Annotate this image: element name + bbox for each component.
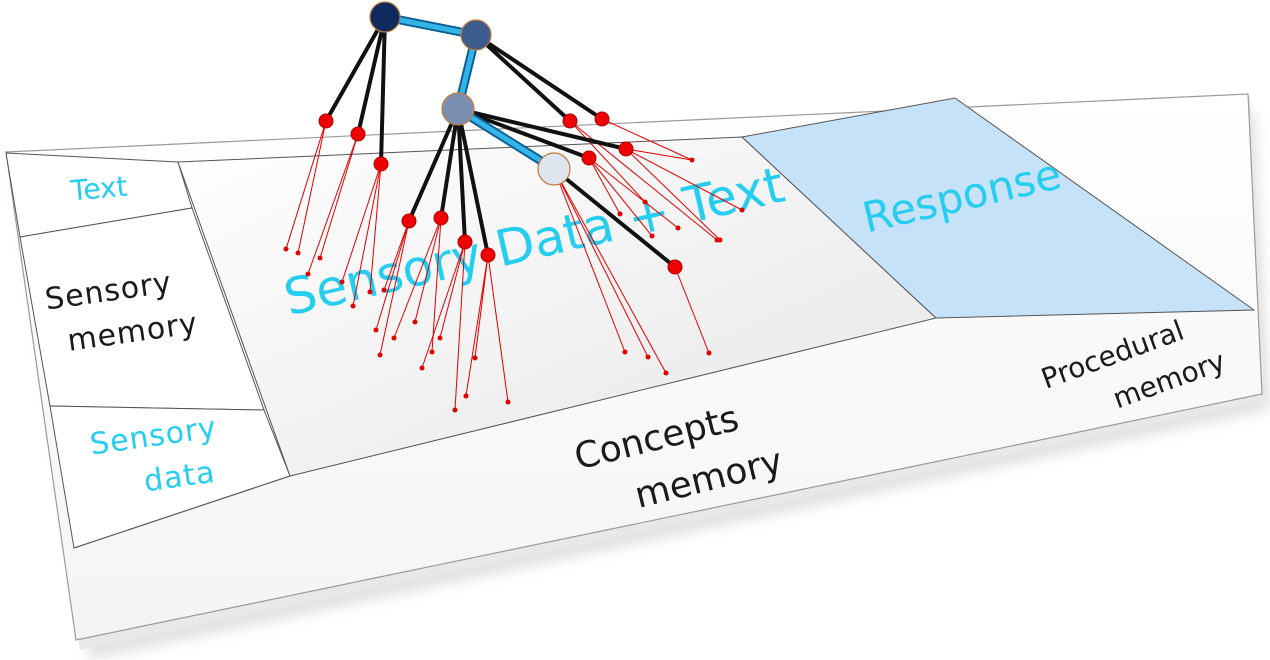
concept-node	[318, 113, 334, 129]
concept-node	[401, 213, 417, 229]
leaf-tips	[283, 157, 745, 413]
concept-node	[373, 156, 389, 172]
concept-node	[457, 234, 473, 250]
lower-divider	[73, 475, 291, 549]
root-node	[369, 1, 401, 33]
level-4-node	[537, 152, 571, 186]
concept-node	[480, 247, 496, 263]
concept-node	[350, 126, 366, 142]
concept-node	[594, 111, 610, 127]
concept-node	[667, 259, 683, 275]
level-3-node	[441, 92, 475, 126]
tree-branches	[324, 15, 677, 269]
response-area	[740, 97, 1256, 319]
concept-node	[581, 150, 597, 166]
concept-node	[618, 141, 634, 157]
concept-nodes	[318, 111, 683, 275]
level-2-node	[460, 19, 492, 51]
concept-node	[433, 210, 449, 226]
leaf-lines	[285, 118, 743, 411]
concept-node	[562, 113, 578, 129]
text-label: Text	[69, 170, 129, 208]
